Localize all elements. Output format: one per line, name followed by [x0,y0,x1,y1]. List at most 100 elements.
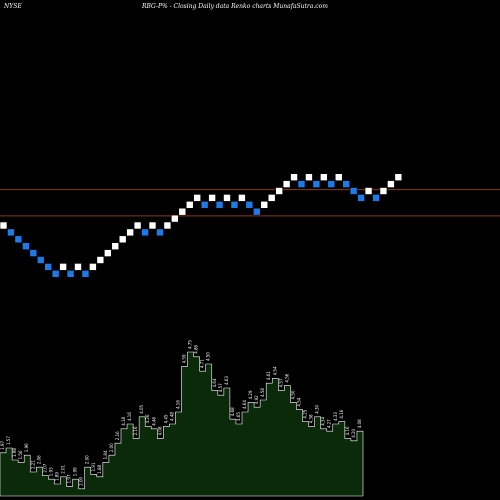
volume-label: 4.45 [163,414,168,423]
up-brick [89,263,97,271]
volume-label: 2.00 [85,455,90,464]
volume-label: 1.91 [91,462,96,471]
up-brick [178,207,187,216]
volume-label: 4.56 [284,373,289,382]
up-brick [126,228,134,237]
volume-label: 1.93 [48,467,53,476]
up-brick [96,256,105,264]
volume-label: 1.56 [18,450,23,459]
volume-area-shape [0,351,364,497]
down-brick [66,269,75,278]
up-brick [111,242,120,250]
down-brick [349,187,358,195]
down-brick [36,256,45,264]
down-brick [245,201,254,209]
up-brick [148,221,157,230]
down-brick [312,180,321,188]
up-brick [260,201,269,209]
volume-label: 2.00 [109,443,114,452]
volume-label: 4.27 [327,419,332,428]
volume-label: 4.50 [206,352,211,361]
volume-label: 4.16 [127,412,132,421]
volume-label: 4.46 [151,416,156,425]
volume-label: 2.01 [61,464,66,473]
down-brick [372,194,380,202]
volume-label: 4.20 [351,428,356,437]
volume-label: 4.08 [157,426,162,435]
volume-label: 1.89 [54,472,59,481]
down-brick [253,207,261,216]
up-brick [364,187,373,195]
volume-label: 4.30 [315,404,320,413]
up-brick [0,221,8,230]
volume-label: 4.50 [290,390,295,399]
up-brick [379,187,388,195]
up-brick [193,194,201,202]
up-brick [290,173,298,181]
volume-label: 4.16 [345,426,350,435]
volume-label: 4.38 [309,414,314,423]
volume-label: 2.06 [36,455,41,464]
reference-lines [0,189,500,217]
volume-label: 4.63 [224,376,229,385]
up-brick [133,221,142,230]
down-brick [81,269,90,278]
volume-label: 4.71 [200,359,205,368]
volume-label: 4.16 [175,400,180,409]
down-brick [156,228,164,237]
up-brick [163,221,172,230]
volume-label: 4.65 [236,412,241,421]
up-brick [305,173,313,181]
volume-label: 4.16 [339,409,344,418]
volume-label: 1.84 [103,450,108,459]
renko-bricks [0,173,403,278]
down-brick [200,201,209,209]
volume-label: 4.57 [278,378,283,387]
down-brick [7,228,15,237]
volume-label: 4.05 [139,404,144,413]
volume-label: 1.97 [67,474,72,483]
volume-label: 2.16 [115,431,120,440]
volume-label: 1.88 [97,464,102,473]
down-brick [357,194,365,202]
volume-label: 4.34 [321,416,326,425]
up-brick [118,235,127,244]
volume-label: 4.58 [260,388,265,397]
volume-label: 1.99 [73,467,78,476]
up-brick [171,214,179,223]
volume-label: 1.98 [12,448,17,457]
up-brick [104,249,112,257]
up-brick [394,173,403,181]
volume-label: 4.59 [182,354,187,363]
up-brick [59,263,67,271]
volume-label: 4.86 [194,344,199,353]
volume-label: 4.33 [333,412,338,421]
volume-label: 1.96 [24,443,29,452]
down-brick [51,269,60,278]
volume-label: 2.00 [79,476,84,485]
volume-area: 1.971.571.98 1.561.962.212.062.07 1.931.89… [0,340,364,497]
down-brick [230,201,239,209]
chart-caption: RBG-P% - Closing Daily data Renko charts… [142,3,328,10]
volume-label: 4.48 [169,412,174,421]
down-brick [342,180,351,188]
exchange-label: NYSE [4,3,22,10]
volume-label: 2.21 [30,460,35,469]
up-brick [387,180,395,188]
up-brick [275,187,283,195]
down-brick [215,201,224,209]
volume-label: 4.61 [266,371,271,380]
volume-label: 4.54 [296,397,301,406]
volume-label: 2.07 [42,463,47,472]
volume-label: 2.16 [133,426,138,435]
up-brick [185,201,194,209]
volume-label: 4.18 [121,416,126,425]
volume-label: 4.25 [303,409,308,418]
down-brick [22,242,30,250]
down-brick [141,228,149,237]
down-brick [29,249,38,257]
up-brick [334,173,343,181]
volume-label: 4.64 [212,378,217,387]
volume-label: 4.08 [357,419,362,428]
